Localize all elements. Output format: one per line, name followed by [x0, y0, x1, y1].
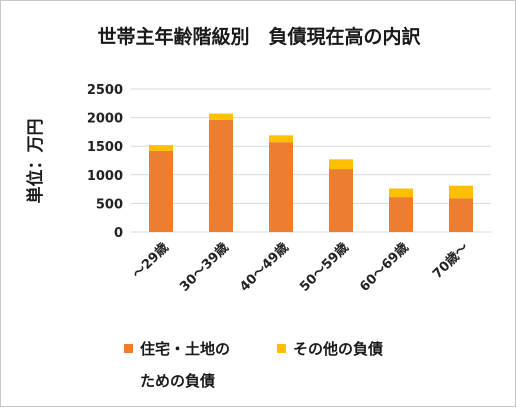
y-axis-label: 単位：万円 — [25, 119, 46, 204]
y-tick-label: 1000 — [87, 169, 123, 184]
bar-segment — [389, 188, 413, 198]
x-tick-label: 30～39歳 — [177, 240, 232, 295]
bar-segment — [209, 113, 233, 120]
bar-segment — [269, 142, 293, 232]
y-tick-label: 2000 — [87, 112, 123, 127]
chart-title: 世帯主年齢階級別 負債現在高の内訳 — [97, 25, 421, 48]
x-tick-label: 60～69歳 — [357, 240, 412, 295]
bars — [149, 113, 473, 232]
bar-segment — [269, 135, 293, 143]
gridlines — [131, 88, 491, 233]
legend-label: 住宅・土地の — [140, 340, 230, 358]
bar-segment — [209, 119, 233, 232]
bar-segment — [449, 185, 473, 199]
legend-swatch — [277, 344, 286, 353]
bar-segment — [329, 169, 353, 232]
bar-segment — [329, 159, 353, 170]
x-tick-label: 50～59歳 — [297, 240, 352, 295]
legend-swatch — [124, 344, 133, 353]
y-tick-label: 2500 — [87, 83, 123, 98]
bar-segment — [389, 197, 413, 232]
bar-segment — [149, 150, 173, 232]
bar-segment — [149, 145, 173, 151]
legend-label: ための負債 — [140, 372, 215, 390]
y-axis-ticks: 0 500 1000 1500 2000 2500 — [87, 83, 123, 241]
y-tick-label: 500 — [96, 197, 123, 212]
bar-segment — [449, 198, 473, 232]
x-tick-label: 40～49歳 — [237, 240, 292, 295]
x-axis-ticks: ～29歳 30～39歳 40～49歳 50～59歳 60～69歳 70歳～ — [129, 240, 471, 295]
legend-label: その他の負債 — [293, 340, 383, 358]
y-tick-label: 0 — [114, 226, 123, 241]
x-tick-label: ～29歳 — [129, 240, 171, 282]
x-tick-label: 70歳～ — [429, 240, 471, 282]
y-tick-label: 1500 — [87, 140, 123, 155]
